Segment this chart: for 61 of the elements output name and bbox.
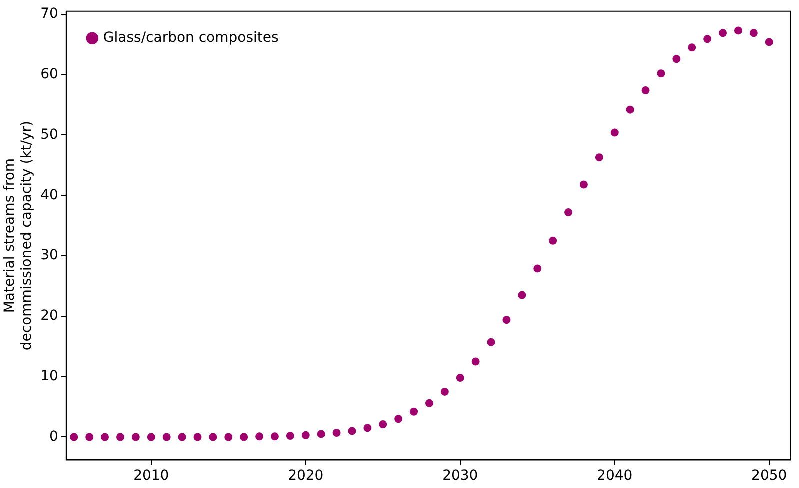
point [472,358,480,366]
point [549,236,558,245]
y-tick-label: 30 [40,248,58,264]
point [240,433,248,442]
y-tick-label: 40 [40,187,58,204]
y-tick-label: 60 [40,66,58,82]
point [332,429,341,438]
x-tick-label: 2020 [288,468,324,484]
y-tick-label: 50 [40,126,58,143]
x-tick-label: 2030 [442,468,478,484]
point [704,35,712,44]
point [487,338,496,346]
point [162,433,171,442]
y-axis-title: Material streams from decommissioned capacity (kt/yr) [2,120,35,351]
legend-label: Glass/carbon composites [103,30,279,46]
point [132,433,140,442]
point [70,433,78,442]
point [286,432,294,440]
point [657,70,666,78]
point [626,106,634,114]
point [224,433,233,442]
point [765,38,774,46]
point [194,433,202,442]
point [364,424,372,432]
point [595,154,604,162]
point [410,408,418,416]
point [348,427,356,436]
point [734,26,742,35]
point [394,415,403,424]
point [719,29,728,38]
point [534,264,542,273]
point [209,433,218,442]
point [688,44,696,52]
point [518,291,526,300]
point [580,180,588,189]
point [440,388,449,396]
point [672,55,681,64]
y-tick-label: 10 [40,368,58,384]
point [101,433,110,442]
y-tick-label: 20 [40,308,58,324]
point [116,433,124,442]
y-tick-label: 70 [40,6,58,22]
point [610,128,619,137]
point [425,399,434,408]
point [147,433,156,442]
point [178,433,186,442]
point [256,432,264,441]
point [456,374,464,382]
point [642,86,650,95]
point [564,208,573,217]
point [86,433,94,442]
point [302,431,310,440]
point [502,316,511,324]
x-tick-label: 2040 [597,468,633,484]
point [750,29,758,38]
point [270,432,279,441]
x-tick-label: 2010 [134,468,170,484]
point [379,420,388,429]
point [317,430,326,438]
y-tick-label: 0 [49,428,58,445]
x-tick-label: 2050 [752,468,788,484]
